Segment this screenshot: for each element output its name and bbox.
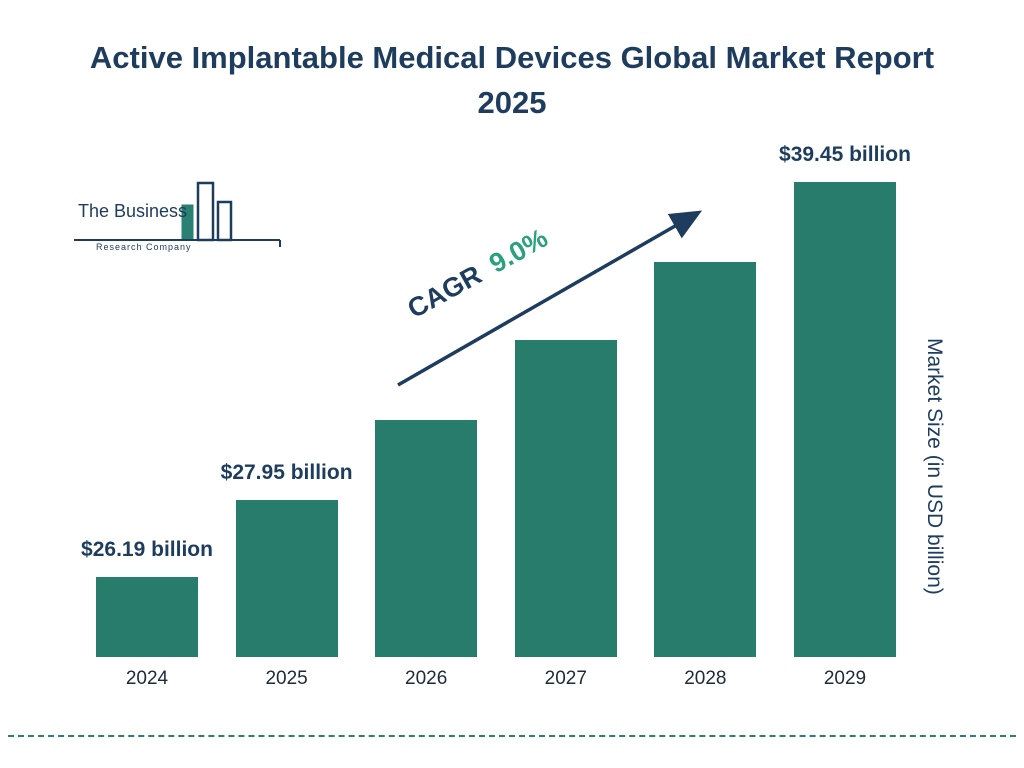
bar-2027 [514, 340, 617, 657]
bar-column-2026 [375, 410, 478, 657]
bar-column-2025: $27.95 billion [221, 457, 353, 657]
bar-value-label: $27.95 billion [220, 461, 353, 485]
bar-value-label: $39.45 billion [779, 143, 911, 167]
bar-column-2029: $39.45 billion [779, 139, 911, 657]
bar-2024 [96, 577, 198, 657]
x-axis-label-2029: 2029 [823, 668, 867, 689]
logo-bars-icon [74, 181, 281, 247]
bar-2029 [793, 182, 896, 657]
company-logo: The Business Research Company [70, 175, 285, 260]
logo-text-line2: Research Company [96, 242, 192, 252]
bar-column-2028 [654, 252, 757, 657]
x-axis-label-2024: 2024 [125, 668, 169, 689]
page-title: Active Implantable Medical Devices Globa… [89, 40, 935, 120]
x-axis-labels: 2024 2025 2026 2027 2028 2029 [96, 668, 896, 690]
bar-chart: $26.19 billion $27.95 billion $39.45 bil… [81, 100, 911, 657]
bottom-dashed-divider [8, 735, 1016, 737]
bar-2028 [654, 262, 757, 657]
y-axis-title: Market Size (in USD billion) [923, 338, 946, 595]
bar-2026 [375, 420, 478, 657]
x-axis-label-2027: 2027 [544, 668, 587, 689]
logo-text-line1: The Business [78, 201, 188, 221]
bar-column-2027 [514, 330, 617, 657]
bar-value-label: $26.19 billion [81, 538, 213, 562]
x-axis-label-2026: 2026 [405, 668, 448, 689]
x-axis-label-2025: 2025 [265, 668, 308, 689]
x-axis-label-2028: 2028 [684, 668, 727, 689]
bar-column-2024: $26.19 billion [81, 534, 213, 657]
bar-2025 [235, 500, 338, 657]
